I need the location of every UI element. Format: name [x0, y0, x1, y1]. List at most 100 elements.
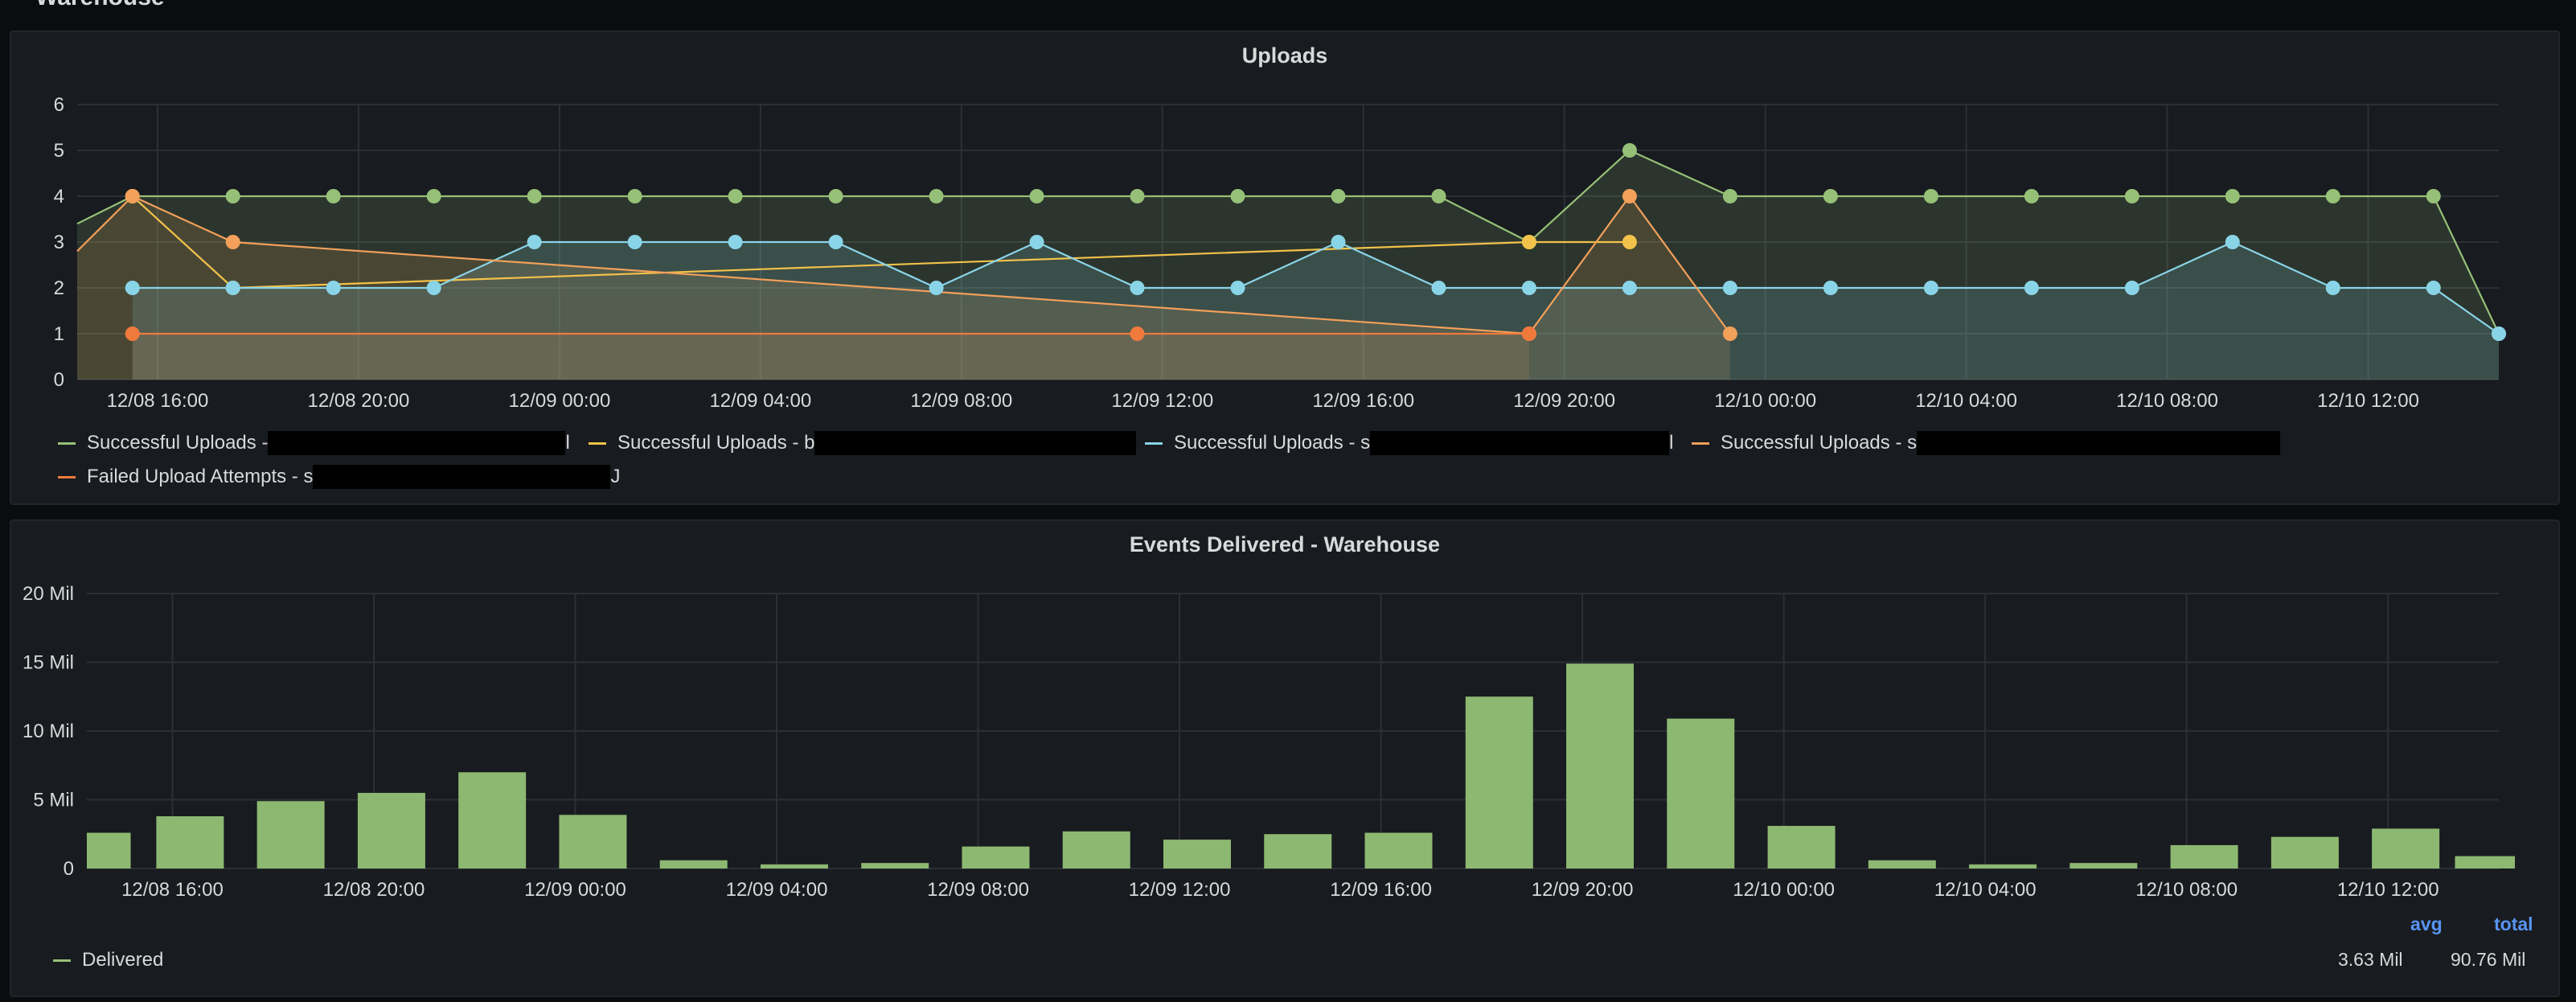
x-tick-label: 12/09 16:00 — [1312, 390, 1414, 412]
series-line-1 — [131, 195, 1630, 290]
bar — [87, 832, 131, 869]
y-tick-label: 4 — [54, 186, 64, 207]
legend-swatch — [1145, 441, 1163, 445]
data-point — [1431, 281, 1446, 295]
legend-swatch — [589, 441, 606, 445]
x-tick-label: 12/10 00:00 — [1733, 879, 1835, 901]
series-line-3 — [76, 195, 1731, 335]
legend-swatch — [58, 441, 76, 445]
y-tick-label: 5 Mil — [33, 790, 74, 811]
bar — [2270, 836, 2339, 869]
legend-label: Delivered — [82, 949, 164, 971]
data-point — [125, 281, 140, 295]
x-tick-label: 12/09 08:00 — [927, 879, 1029, 901]
data-point — [627, 189, 642, 203]
row-title[interactable]: Warehouse — [35, 0, 165, 11]
bar — [1969, 864, 2037, 869]
data-point — [225, 235, 240, 249]
bar — [2170, 844, 2238, 869]
data-point — [1130, 326, 1145, 341]
stat-header-total[interactable]: total — [2494, 914, 2533, 934]
y-tick-label: 6 — [54, 94, 64, 116]
data-point — [125, 189, 140, 203]
redacted-block — [1370, 431, 1670, 455]
data-point — [326, 281, 341, 295]
bar — [760, 864, 828, 869]
x-tick-label: 12/10 12:00 — [2337, 879, 2439, 901]
bar — [1264, 834, 1332, 869]
data-point — [2024, 189, 2039, 203]
data-point — [627, 235, 642, 249]
data-point — [1823, 189, 1838, 203]
data-point — [2492, 326, 2506, 341]
data-point — [828, 235, 843, 249]
bar — [1868, 860, 1936, 869]
legend-item-successful-uploads-4[interactable]: Successful Uploads - s — [1692, 431, 2281, 455]
data-point — [1130, 189, 1145, 203]
data-point — [1722, 326, 1737, 341]
x-tick-label: 12/09 12:00 — [1111, 390, 1213, 412]
data-point — [527, 235, 542, 249]
x-tick-label: 12/09 04:00 — [726, 879, 828, 901]
data-point — [1823, 281, 1838, 295]
legend-item-successful-uploads-3[interactable]: Successful Uploads - s l — [1145, 431, 1673, 455]
panel-title[interactable]: Uploads — [1241, 43, 1328, 68]
bar — [1062, 831, 1130, 869]
data-point — [728, 189, 743, 203]
x-tick-label: 12/09 20:00 — [1532, 879, 1634, 901]
bar — [659, 860, 728, 869]
stat-total-value: 90.76 Mil — [2451, 949, 2526, 970]
legend-item-delivered[interactable]: Delivered — [53, 949, 163, 971]
legend-label: Successful Uploads - s — [1721, 432, 1918, 454]
y-tick-label: 10 Mil — [23, 721, 74, 742]
bar — [1667, 718, 1735, 869]
data-point — [2426, 281, 2441, 295]
data-point — [1029, 189, 1044, 203]
data-point — [1923, 281, 1938, 295]
data-point — [828, 189, 843, 203]
stat-header-avg[interactable]: avg — [2410, 914, 2443, 934]
data-point — [1622, 281, 1637, 295]
x-tick-label: 12/09 08:00 — [910, 390, 1012, 412]
y-tick-label: 0 — [54, 369, 64, 391]
panel-title[interactable]: Events Delivered - Warehouse — [1129, 532, 1441, 556]
legend-item-failed-upload-attempts[interactable]: Failed Upload Attempts - s J — [58, 465, 620, 489]
data-point — [2325, 281, 2340, 295]
data-point — [426, 281, 441, 295]
y-tick-label: 2 — [54, 277, 64, 299]
data-point — [929, 189, 944, 203]
data-point — [2426, 189, 2441, 203]
bar — [2069, 863, 2138, 869]
data-point — [326, 189, 341, 203]
legend-label-tail: J — [610, 466, 621, 487]
data-point — [2225, 235, 2240, 249]
uploads-panel: Uploads 0 1 2 3 4 5 6 12/08 16:00 12/08 20:00 12/… — [10, 31, 2560, 505]
x-tick-label: 12/10 00:00 — [1714, 390, 1816, 412]
data-point — [1622, 235, 1637, 249]
data-point — [426, 189, 441, 203]
legend-item-successful-uploads-2[interactable]: Successful Uploads - b — [589, 431, 1137, 455]
uploads-chart: 0 1 2 3 4 5 6 12/08 16:00 12/08 20:00 12/09 00:00… — [54, 94, 2506, 412]
x-tick-label: 12/09 04:00 — [709, 390, 811, 412]
x-tick-label: 12/08 16:00 — [121, 879, 224, 901]
data-point — [225, 189, 240, 203]
bar — [1364, 832, 1433, 869]
bar — [861, 863, 929, 869]
bar — [156, 816, 224, 869]
data-point — [1521, 281, 1536, 295]
bar — [357, 792, 425, 869]
legend-label-tail: l — [565, 432, 570, 454]
y-tick-label: 5 — [54, 140, 64, 162]
x-tick-label: 12/09 20:00 — [1513, 390, 1615, 412]
data-point — [1230, 189, 1245, 203]
bar — [2372, 828, 2440, 869]
bar — [458, 772, 527, 869]
legend-swatch — [58, 475, 76, 478]
x-tick-label: 12/10 08:00 — [2116, 390, 2218, 412]
x-tick-label: 12/10 04:00 — [1915, 390, 2017, 412]
bar — [256, 801, 325, 869]
data-point — [1331, 235, 1346, 249]
data-point — [1431, 189, 1446, 203]
legend-item-successful-uploads-1[interactable]: Successful Uploads - l — [58, 431, 570, 455]
bar — [1566, 663, 1635, 869]
